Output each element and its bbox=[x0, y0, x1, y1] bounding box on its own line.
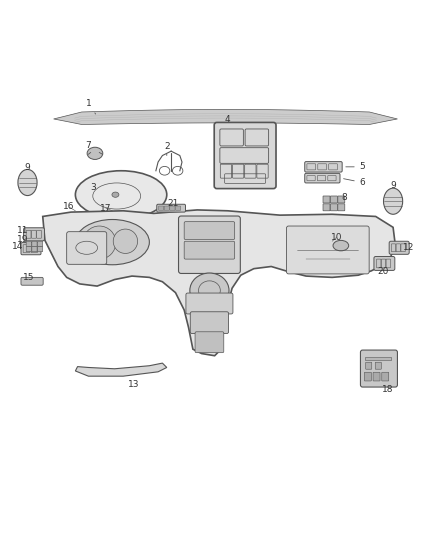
Text: 16: 16 bbox=[63, 203, 74, 212]
Text: 4: 4 bbox=[225, 115, 230, 124]
Bar bbox=[365, 357, 391, 360]
FancyBboxPatch shape bbox=[323, 204, 330, 211]
FancyBboxPatch shape bbox=[184, 222, 235, 239]
Text: 5: 5 bbox=[346, 163, 365, 171]
Text: 14: 14 bbox=[12, 243, 24, 252]
FancyBboxPatch shape bbox=[305, 173, 340, 183]
FancyBboxPatch shape bbox=[382, 372, 389, 381]
FancyBboxPatch shape bbox=[375, 362, 381, 369]
FancyBboxPatch shape bbox=[184, 241, 235, 259]
FancyBboxPatch shape bbox=[323, 196, 330, 203]
Text: 3: 3 bbox=[90, 183, 95, 192]
FancyBboxPatch shape bbox=[21, 243, 41, 255]
Text: 17: 17 bbox=[100, 204, 112, 213]
Ellipse shape bbox=[113, 229, 138, 254]
FancyBboxPatch shape bbox=[38, 246, 43, 252]
Ellipse shape bbox=[384, 188, 403, 214]
FancyBboxPatch shape bbox=[24, 228, 45, 241]
Text: 8: 8 bbox=[342, 193, 347, 202]
Text: 7: 7 bbox=[85, 141, 91, 150]
FancyBboxPatch shape bbox=[330, 196, 337, 203]
Ellipse shape bbox=[18, 169, 37, 196]
Text: 2: 2 bbox=[164, 142, 170, 156]
Ellipse shape bbox=[75, 171, 167, 219]
Ellipse shape bbox=[112, 192, 119, 197]
FancyBboxPatch shape bbox=[364, 372, 371, 381]
FancyBboxPatch shape bbox=[26, 246, 32, 252]
FancyBboxPatch shape bbox=[21, 277, 43, 285]
Polygon shape bbox=[75, 363, 167, 376]
Ellipse shape bbox=[83, 226, 116, 259]
Polygon shape bbox=[53, 109, 397, 125]
FancyBboxPatch shape bbox=[305, 161, 342, 172]
Ellipse shape bbox=[190, 273, 229, 308]
FancyBboxPatch shape bbox=[286, 226, 369, 274]
Text: 19: 19 bbox=[17, 235, 28, 244]
FancyBboxPatch shape bbox=[389, 241, 409, 254]
FancyBboxPatch shape bbox=[338, 196, 345, 203]
FancyBboxPatch shape bbox=[159, 206, 164, 211]
FancyBboxPatch shape bbox=[179, 216, 240, 273]
FancyBboxPatch shape bbox=[26, 241, 32, 246]
Text: 9: 9 bbox=[25, 163, 30, 172]
FancyBboxPatch shape bbox=[190, 312, 229, 334]
Text: 1: 1 bbox=[85, 99, 95, 114]
FancyBboxPatch shape bbox=[176, 206, 181, 211]
Text: 9: 9 bbox=[390, 181, 396, 190]
FancyBboxPatch shape bbox=[32, 246, 37, 252]
FancyBboxPatch shape bbox=[38, 241, 43, 246]
Text: 18: 18 bbox=[382, 385, 394, 394]
FancyBboxPatch shape bbox=[373, 372, 380, 381]
Text: 13: 13 bbox=[128, 381, 140, 390]
FancyBboxPatch shape bbox=[366, 362, 372, 369]
FancyBboxPatch shape bbox=[360, 350, 397, 387]
FancyBboxPatch shape bbox=[164, 206, 170, 211]
Text: 21: 21 bbox=[168, 199, 179, 208]
FancyBboxPatch shape bbox=[157, 204, 185, 212]
Polygon shape bbox=[43, 210, 395, 356]
FancyBboxPatch shape bbox=[186, 293, 233, 314]
Text: 10: 10 bbox=[331, 233, 342, 242]
Text: 15: 15 bbox=[23, 273, 34, 282]
FancyBboxPatch shape bbox=[32, 241, 37, 246]
FancyBboxPatch shape bbox=[214, 123, 276, 189]
Text: 20: 20 bbox=[378, 267, 389, 276]
FancyBboxPatch shape bbox=[170, 206, 175, 211]
Text: 11: 11 bbox=[17, 226, 28, 235]
Text: 6: 6 bbox=[343, 178, 365, 187]
Ellipse shape bbox=[75, 220, 149, 265]
Ellipse shape bbox=[87, 147, 103, 159]
FancyBboxPatch shape bbox=[330, 204, 337, 211]
FancyBboxPatch shape bbox=[374, 256, 395, 270]
Text: 12: 12 bbox=[403, 243, 414, 252]
Ellipse shape bbox=[333, 240, 349, 251]
FancyBboxPatch shape bbox=[195, 332, 224, 353]
FancyBboxPatch shape bbox=[338, 204, 345, 211]
FancyBboxPatch shape bbox=[67, 232, 107, 264]
